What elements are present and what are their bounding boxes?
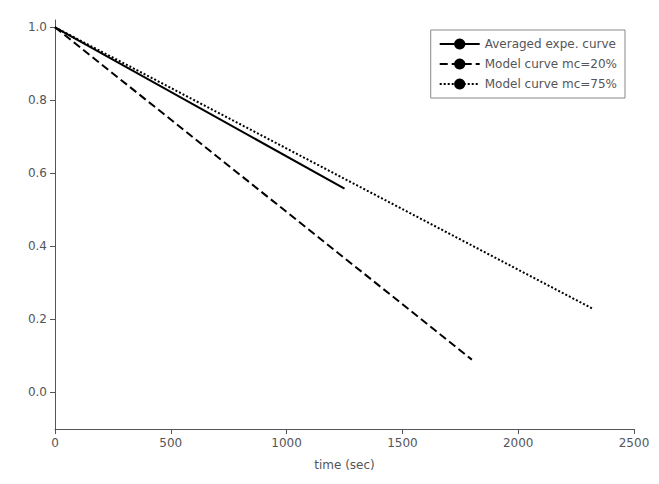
svg-text:0.4: 0.4 xyxy=(28,239,47,253)
svg-text:2500: 2500 xyxy=(619,436,650,450)
svg-text:0.0: 0.0 xyxy=(28,385,47,399)
svg-text:Averaged expe. curve: Averaged expe. curve xyxy=(485,37,616,51)
svg-text:Model curve mc=75%: Model curve mc=75% xyxy=(485,77,617,91)
svg-text:2000: 2000 xyxy=(503,436,534,450)
svg-text:0: 0 xyxy=(51,436,59,450)
svg-text:1.0: 1.0 xyxy=(28,20,47,34)
svg-text:Model curve mc=20%: Model curve mc=20% xyxy=(485,57,617,71)
svg-text:time (sec): time (sec) xyxy=(314,458,375,472)
svg-text:1000: 1000 xyxy=(271,436,302,450)
svg-text:0.6: 0.6 xyxy=(28,166,47,180)
svg-text:500: 500 xyxy=(159,436,182,450)
svg-text:0.8: 0.8 xyxy=(28,93,47,107)
svg-text:1500: 1500 xyxy=(387,436,418,450)
svg-text:0.2: 0.2 xyxy=(28,312,47,326)
